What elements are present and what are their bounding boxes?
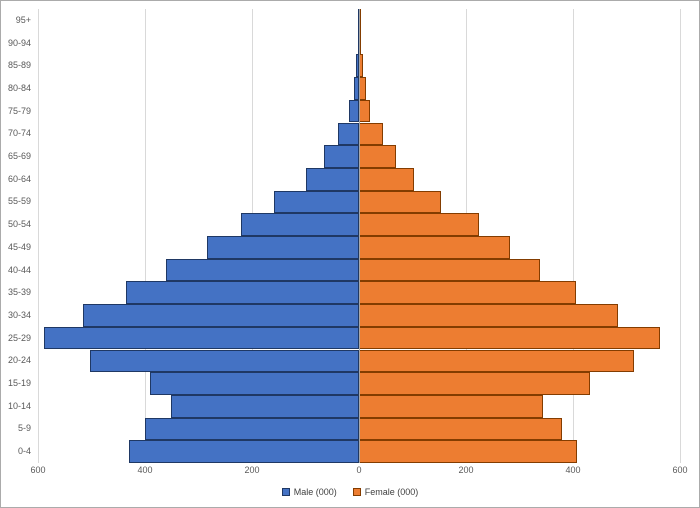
age-label-5-9: 5-9 bbox=[17, 423, 31, 434]
female-bar-20-24 bbox=[359, 349, 634, 373]
male-bar-40-44 bbox=[165, 258, 359, 282]
pyramid-row-45-49 bbox=[38, 236, 680, 259]
female-bar-10-14 bbox=[359, 394, 544, 418]
gridline bbox=[679, 9, 681, 463]
male-legend-swatch-icon bbox=[281, 488, 290, 496]
age-label-60-64: 60-64 bbox=[7, 173, 31, 184]
value-tick-label: 0 bbox=[356, 465, 362, 475]
female-bar-90-94 bbox=[359, 31, 361, 55]
age-label-30-34: 30-34 bbox=[7, 309, 31, 320]
value-tick-label: 400 bbox=[137, 465, 153, 475]
age-label-80-84: 80-84 bbox=[7, 82, 31, 93]
age-label-85-89: 85-89 bbox=[7, 60, 31, 71]
male-bar-55-59 bbox=[273, 190, 359, 214]
male-bar-75-79 bbox=[348, 99, 359, 123]
male-bar-65-69 bbox=[323, 145, 359, 168]
age-label-90-94: 90-94 bbox=[7, 37, 31, 48]
age-label-0-4: 0-4 bbox=[17, 446, 31, 457]
female-bar-50-54 bbox=[359, 213, 479, 236]
female-bar-75-79 bbox=[359, 99, 371, 123]
value-tick-label: 600 bbox=[30, 465, 46, 475]
pyramid-row-15-19 bbox=[38, 372, 680, 395]
pyramid-row-55-59 bbox=[38, 190, 680, 214]
age-label-20-24: 20-24 bbox=[7, 355, 31, 366]
male-bar-80-84 bbox=[353, 77, 359, 100]
age-label-75-79: 75-79 bbox=[7, 105, 31, 116]
pyramid-row-50-54 bbox=[38, 213, 680, 236]
pyramid-row-30-34 bbox=[38, 304, 680, 327]
pyramid-row-20-24 bbox=[38, 349, 680, 373]
pyramid-row-40-44 bbox=[38, 258, 680, 282]
female-legend-label: Female (000) bbox=[364, 487, 419, 497]
age-label-40-44: 40-44 bbox=[7, 264, 31, 275]
pyramid-row-75-79 bbox=[38, 99, 680, 123]
female-bar-55-59 bbox=[359, 190, 441, 214]
gridline bbox=[37, 9, 39, 463]
age-label-95+: 95+ bbox=[15, 14, 31, 25]
center-axis-line bbox=[358, 9, 360, 463]
female-bar-45-49 bbox=[359, 236, 510, 259]
age-label-10-14: 10-14 bbox=[7, 400, 31, 411]
male-bar-35-39 bbox=[126, 281, 359, 305]
legend-item-female: Female (000) bbox=[352, 487, 419, 497]
male-bar-0-4 bbox=[128, 440, 359, 463]
pyramid-row-35-39 bbox=[38, 281, 680, 305]
pyramid-row-25-29 bbox=[38, 326, 680, 350]
female-bar-60-64 bbox=[359, 167, 415, 191]
female-bar-25-29 bbox=[359, 326, 661, 350]
male-bar-25-29 bbox=[43, 326, 359, 350]
value-tick-label: 400 bbox=[565, 465, 581, 475]
pyramid-row-5-9 bbox=[38, 417, 680, 441]
male-bar-30-34 bbox=[82, 304, 359, 327]
female-bar-30-34 bbox=[359, 304, 618, 327]
female-bar-80-84 bbox=[359, 77, 366, 100]
female-legend-swatch-icon bbox=[352, 488, 361, 496]
female-bar-85-89 bbox=[359, 54, 363, 78]
legend: Male (000) Female (000) bbox=[1, 484, 699, 500]
male-bar-60-64 bbox=[306, 167, 359, 191]
female-bar-0-4 bbox=[359, 440, 578, 463]
female-bar-35-39 bbox=[359, 281, 577, 305]
male-bar-15-19 bbox=[150, 372, 359, 395]
age-label-45-49: 45-49 bbox=[7, 241, 31, 252]
female-bar-95+ bbox=[359, 9, 361, 32]
age-label-70-74: 70-74 bbox=[7, 128, 31, 139]
age-label-15-19: 15-19 bbox=[7, 378, 31, 389]
age-label-35-39: 35-39 bbox=[7, 287, 31, 298]
male-bar-70-74 bbox=[337, 122, 359, 146]
age-label-25-29: 25-29 bbox=[7, 332, 31, 343]
value-tick-label: 200 bbox=[458, 465, 474, 475]
age-label-65-69: 65-69 bbox=[7, 151, 31, 162]
male-bar-50-54 bbox=[241, 213, 359, 236]
gridline bbox=[572, 9, 574, 463]
male-bar-5-9 bbox=[145, 417, 359, 441]
female-bar-70-74 bbox=[359, 122, 383, 146]
gridline bbox=[144, 9, 146, 463]
female-bar-15-19 bbox=[359, 372, 590, 395]
female-bar-5-9 bbox=[359, 417, 563, 441]
pyramid-row-0-4 bbox=[38, 440, 680, 463]
pyramid-row-10-14 bbox=[38, 394, 680, 418]
legend-item-male: Male (000) bbox=[281, 487, 337, 497]
male-bar-20-24 bbox=[89, 349, 359, 373]
pyramid-row-60-64 bbox=[38, 167, 680, 191]
male-legend-label: Male (000) bbox=[293, 487, 337, 497]
value-tick-label: 200 bbox=[244, 465, 260, 475]
age-label-50-54: 50-54 bbox=[7, 219, 31, 230]
male-bar-45-49 bbox=[207, 236, 359, 259]
value-tick-label: 600 bbox=[672, 465, 688, 475]
female-bar-65-69 bbox=[359, 145, 396, 168]
age-label-55-59: 55-59 bbox=[7, 196, 31, 207]
female-bar-40-44 bbox=[359, 258, 540, 282]
male-bar-10-14 bbox=[171, 394, 359, 418]
plot-area bbox=[37, 9, 681, 463]
